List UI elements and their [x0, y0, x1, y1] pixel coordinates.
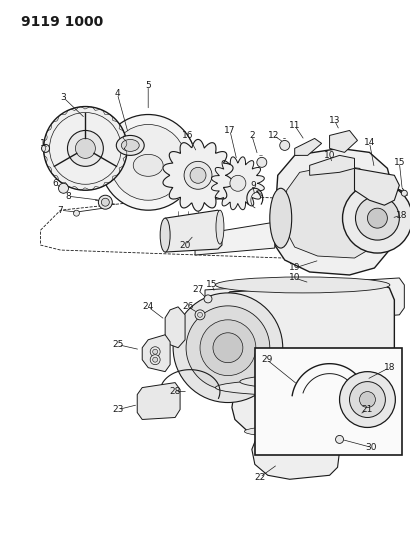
Text: 18: 18: [395, 211, 407, 220]
Text: 20: 20: [179, 240, 191, 249]
Polygon shape: [309, 156, 355, 175]
Polygon shape: [195, 222, 275, 255]
Text: 27: 27: [192, 285, 204, 294]
Text: 3: 3: [60, 93, 66, 102]
Polygon shape: [210, 282, 395, 398]
Text: 24: 24: [143, 302, 154, 311]
Circle shape: [190, 167, 206, 183]
Polygon shape: [285, 165, 379, 258]
Ellipse shape: [270, 188, 292, 248]
Circle shape: [200, 320, 256, 376]
Circle shape: [198, 312, 203, 317]
Text: 13: 13: [329, 116, 340, 125]
Ellipse shape: [121, 140, 139, 151]
Text: 8: 8: [66, 192, 72, 201]
Text: 26: 26: [182, 302, 194, 311]
Polygon shape: [165, 210, 222, 252]
Circle shape: [280, 140, 290, 150]
Circle shape: [152, 349, 158, 354]
Circle shape: [150, 354, 160, 365]
Text: 18: 18: [383, 363, 395, 372]
Circle shape: [230, 175, 246, 191]
Polygon shape: [142, 335, 170, 372]
Polygon shape: [252, 431, 339, 479]
Circle shape: [58, 183, 69, 193]
Text: 15: 15: [394, 158, 405, 167]
Ellipse shape: [258, 426, 337, 437]
Circle shape: [184, 161, 212, 189]
Ellipse shape: [160, 218, 170, 252]
Polygon shape: [232, 382, 372, 437]
Text: 25: 25: [113, 340, 124, 349]
Circle shape: [360, 392, 375, 408]
Polygon shape: [212, 157, 264, 209]
Ellipse shape: [133, 155, 163, 176]
Text: 10: 10: [324, 151, 335, 160]
Ellipse shape: [240, 375, 363, 389]
Circle shape: [42, 144, 50, 152]
Circle shape: [195, 310, 205, 320]
Circle shape: [173, 293, 283, 402]
Circle shape: [98, 195, 112, 209]
Circle shape: [186, 306, 270, 390]
Circle shape: [50, 112, 121, 184]
Text: 15: 15: [206, 280, 218, 289]
Text: 5: 5: [145, 81, 151, 90]
Ellipse shape: [116, 135, 144, 156]
Polygon shape: [205, 278, 404, 330]
Polygon shape: [275, 148, 395, 275]
Polygon shape: [165, 307, 185, 348]
Text: 10: 10: [289, 273, 300, 282]
Text: 21: 21: [362, 405, 373, 414]
Text: 7: 7: [58, 206, 63, 215]
Circle shape: [150, 347, 160, 357]
Circle shape: [102, 198, 109, 206]
Text: 30: 30: [366, 443, 377, 452]
Circle shape: [44, 107, 127, 190]
Text: 14: 14: [364, 138, 375, 147]
Text: 17: 17: [224, 126, 236, 135]
Circle shape: [110, 125, 186, 200]
Bar: [255, 348, 402, 455]
Polygon shape: [330, 131, 358, 152]
Polygon shape: [137, 383, 180, 419]
Text: 22: 22: [254, 473, 266, 482]
Circle shape: [335, 435, 344, 443]
Ellipse shape: [215, 277, 390, 293]
Text: 19: 19: [289, 263, 300, 272]
Circle shape: [74, 210, 79, 216]
Text: 16: 16: [182, 131, 194, 140]
Text: 11: 11: [289, 121, 300, 130]
Text: 9119 1000: 9119 1000: [21, 15, 103, 29]
Circle shape: [349, 382, 386, 417]
Polygon shape: [163, 140, 233, 211]
Ellipse shape: [245, 425, 359, 438]
Ellipse shape: [215, 379, 390, 395]
Circle shape: [204, 295, 212, 303]
Circle shape: [339, 372, 395, 427]
Circle shape: [152, 357, 158, 362]
Circle shape: [401, 190, 407, 196]
Text: 23: 23: [113, 405, 124, 414]
Circle shape: [67, 131, 103, 166]
Text: 1: 1: [40, 139, 46, 148]
Text: 6: 6: [53, 179, 58, 188]
Text: 12: 12: [268, 131, 279, 140]
Text: 2: 2: [249, 131, 255, 140]
Circle shape: [367, 208, 388, 228]
Circle shape: [257, 157, 267, 167]
Text: 4: 4: [115, 89, 120, 98]
Circle shape: [342, 183, 411, 253]
Circle shape: [76, 139, 95, 158]
Polygon shape: [355, 168, 399, 205]
Text: 9: 9: [250, 181, 256, 190]
Text: 28: 28: [169, 387, 181, 396]
Polygon shape: [295, 139, 321, 156]
Text: 29: 29: [261, 355, 272, 364]
Circle shape: [100, 115, 196, 210]
Circle shape: [356, 196, 399, 240]
Ellipse shape: [216, 210, 224, 244]
Circle shape: [213, 333, 243, 362]
